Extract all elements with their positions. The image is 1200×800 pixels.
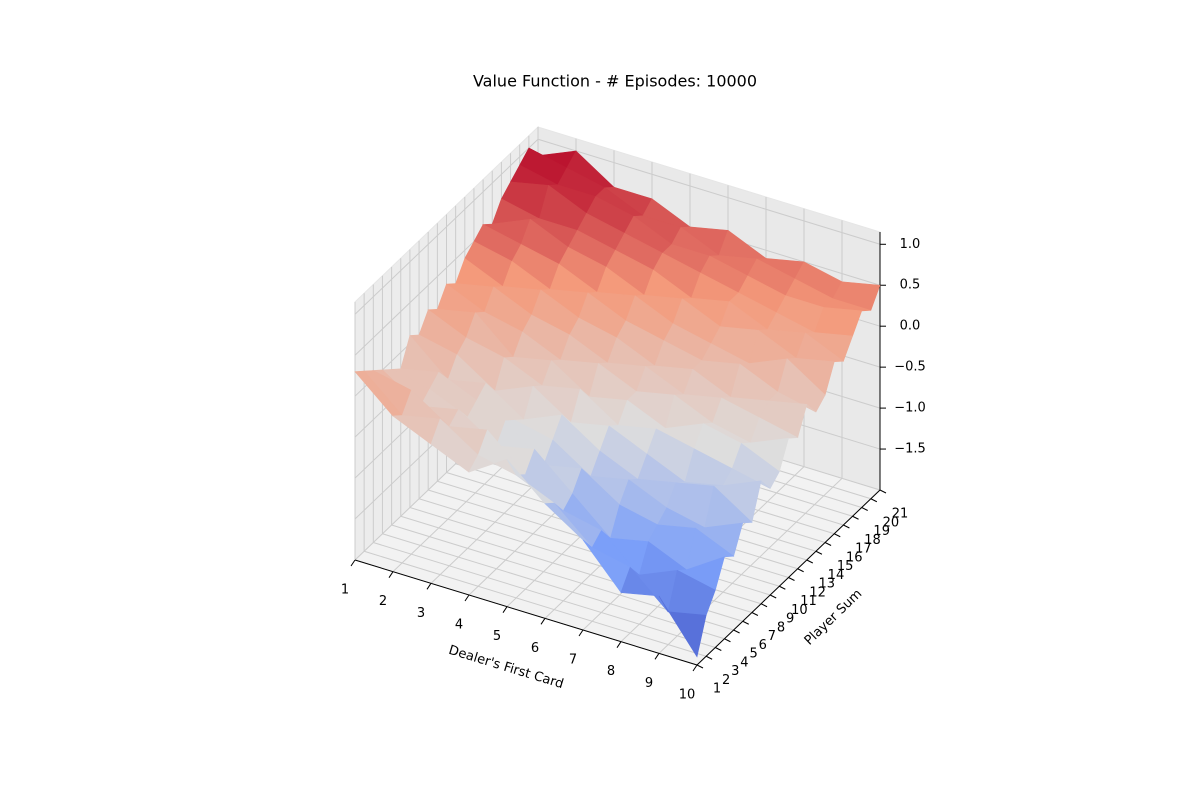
tick-mark [733, 629, 740, 634]
axis-line [696, 489, 881, 666]
y-tick-label: 1 [713, 682, 721, 697]
tick-mark [843, 524, 850, 529]
y-tick-label: 17 [855, 542, 872, 557]
tick-mark [834, 533, 841, 538]
x-tick-label: 9 [645, 676, 653, 691]
tick-mark [540, 618, 546, 625]
x-tick-label: 7 [569, 653, 577, 668]
z-tick-label: 0.5 [900, 278, 921, 293]
x-tick-label: 3 [417, 606, 425, 621]
z-tick-label: 0.0 [900, 319, 921, 334]
y-tick-label: 13 [819, 577, 836, 592]
tick-mark [692, 664, 698, 672]
z-tick-label: −1.5 [894, 442, 926, 457]
y-tick-label: 20 [883, 515, 900, 530]
y-tick-label: 14 [828, 568, 845, 583]
y-tick-label: 21 [892, 507, 909, 522]
x-tick-label: 1 [341, 583, 349, 598]
tick-mark [715, 647, 722, 651]
y-tick-label: 16 [846, 550, 863, 565]
tick-mark [760, 603, 768, 608]
surface-facet [658, 595, 707, 658]
y-tick-label: 7 [768, 629, 776, 644]
tick-mark [724, 638, 731, 643]
grid-line [364, 550, 707, 657]
tick-mark [797, 568, 804, 573]
x-tick-label: 2 [379, 594, 387, 609]
y-tick-label: 6 [759, 638, 767, 653]
x-tick-label: 8 [607, 664, 615, 679]
tick-mark [705, 655, 713, 660]
tick-mark [426, 583, 432, 590]
grid-line [382, 533, 725, 640]
y-tick-label: 11 [800, 594, 817, 609]
y-tick-label: 9 [786, 612, 794, 627]
tick-mark [769, 594, 777, 599]
y-tick-label: 18 [864, 533, 881, 548]
axis-line [354, 559, 698, 666]
y-tick-label: 12 [809, 585, 826, 600]
tick-mark [824, 542, 832, 546]
tick-mark [879, 489, 887, 494]
tick-mark [788, 577, 795, 581]
x-tick-label: 6 [531, 641, 539, 656]
x-axis-label: Dealer's First Card [447, 643, 565, 692]
tick-mark [502, 606, 508, 613]
chart-title: Value Function - # Episodes: 10000 [473, 72, 757, 91]
tick-mark [861, 507, 868, 511]
tick-mark [870, 498, 878, 503]
x-tick-label: 10 [679, 688, 696, 703]
z-tick-label: −0.5 [894, 360, 926, 375]
z-tick-label: −1.0 [894, 401, 926, 416]
tick-mark [464, 594, 470, 602]
y-tick-label: 19 [873, 524, 890, 539]
y-tick-label: 3 [731, 664, 739, 679]
y-tick-label: 10 [791, 603, 808, 618]
x-tick-label: 4 [455, 618, 463, 633]
y-tick-label: 2 [722, 673, 730, 688]
tick-mark [696, 664, 704, 669]
x-tick-label: 5 [493, 629, 501, 644]
tick-mark [779, 585, 786, 590]
grid-line [537, 138, 881, 245]
tick-mark [616, 641, 622, 648]
tick-mark [742, 620, 749, 625]
tick-mark [388, 571, 394, 578]
y-tick-label: 5 [749, 647, 757, 662]
tick-mark [815, 550, 823, 555]
tick-mark [350, 559, 356, 567]
z-tick-label: 1.0 [900, 237, 921, 252]
tick-mark [578, 629, 584, 637]
grid-line [354, 138, 539, 315]
tick-mark [806, 559, 814, 564]
tick-mark [852, 515, 859, 520]
y-tick-label: 15 [837, 559, 854, 574]
y-tick-label: 8 [777, 620, 785, 635]
tick-mark [751, 612, 759, 616]
y-tick-label: 4 [740, 655, 748, 670]
tick-mark [654, 653, 660, 660]
grid-line [373, 542, 716, 648]
